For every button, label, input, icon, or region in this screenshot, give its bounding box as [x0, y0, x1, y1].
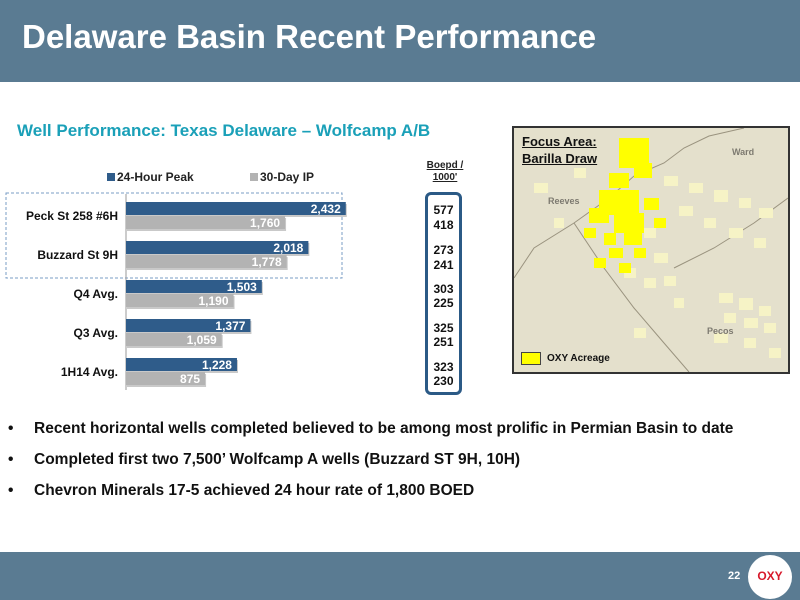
- map-title-line1: Focus Area:: [522, 134, 597, 149]
- map-title-line2: Barilla Draw: [522, 151, 598, 166]
- bar: [126, 319, 251, 332]
- oxy-acreage-swatch: [521, 352, 541, 365]
- map-label-pecos: Pecos: [707, 326, 734, 336]
- boepd-ip-value: 418: [433, 218, 454, 232]
- boepd-header: Boepd / 1000': [420, 160, 470, 184]
- map-label-reeves: Reeves: [548, 196, 580, 206]
- bullet-item: • Completed first two 7,500’ Wolfcamp A w…: [8, 449, 788, 470]
- boepd-ip-value: 241: [433, 258, 454, 272]
- data-label: 2,018: [273, 241, 303, 255]
- data-label: 1,059: [187, 333, 217, 347]
- page-number: 22: [728, 570, 741, 582]
- bullet-dot: •: [8, 451, 14, 468]
- bar: [126, 372, 206, 385]
- boepd-peak-value: 323: [433, 360, 454, 374]
- legend-swatch-30-day-ip: [250, 173, 258, 181]
- boepd-peak-value: 325: [433, 321, 454, 335]
- boepd-ip-value: 230: [433, 374, 454, 388]
- focus-area-map: Focus Area: Barilla Draw Ward Reeves Pec…: [512, 126, 790, 374]
- data-label: 2,432: [311, 202, 341, 216]
- oxy-logo: OXY: [748, 555, 792, 599]
- highlight-box: [5, 192, 343, 279]
- page-title: Delaware Basin Recent Performance: [22, 18, 597, 55]
- footer-bar: [0, 552, 800, 600]
- data-label: 1,377: [215, 319, 245, 333]
- bullet-dot: •: [8, 482, 14, 499]
- bar: [126, 255, 287, 268]
- boepd-peak-value: 577: [433, 203, 454, 217]
- header-bar: Delaware Basin Recent Performance: [0, 0, 800, 82]
- bullet-text: Completed first two 7,500’ Wolfcamp A we…: [34, 451, 521, 468]
- map-title: Focus Area: Barilla Draw: [522, 133, 597, 167]
- data-label: 1,190: [199, 294, 229, 308]
- boepd-ip-value: 225: [433, 296, 454, 310]
- legend-item-30-day-ip: 30-Day IP: [250, 170, 314, 184]
- bar: [126, 294, 234, 307]
- data-label: 1,760: [250, 216, 280, 230]
- boepd-peak-value: 273: [433, 243, 454, 257]
- bar-chart: Peck St 258 #6H 2,432 1,760 Buzzard St 9H 2,…: [5, 192, 347, 390]
- map-label-ward: Ward: [732, 147, 755, 157]
- bullet-item: • Recent horizontal wells completed belie…: [8, 418, 788, 439]
- legend-swatch-24-hour-peak: [107, 173, 115, 181]
- chart-title: Well Performance: Texas Delaware – Wolfc…: [17, 121, 431, 140]
- legend-label-30-day-ip: 30-Day IP: [260, 170, 315, 184]
- data-label: 1,778: [252, 255, 282, 269]
- bullet-item: • Chevron Minerals 17-5 achieved 24 hour …: [8, 480, 788, 501]
- boepd-header-line2: 1000': [432, 172, 458, 183]
- bar: [126, 280, 262, 293]
- category-label: Q3 Avg.: [74, 326, 118, 340]
- map-legend-label: OXY Acreage: [547, 353, 610, 364]
- bar: [126, 241, 309, 254]
- oxy-acreage: [584, 138, 666, 273]
- category-label: Q4 Avg.: [74, 287, 118, 301]
- category-label: Peck St 258 #6H: [26, 209, 118, 223]
- boepd-box: [425, 192, 462, 395]
- category-label: Buzzard St 9H: [37, 248, 118, 262]
- bullet-dot: •: [8, 420, 14, 437]
- map-canvas: [514, 128, 788, 372]
- legend-label-24-hour-peak: 24-Hour Peak: [117, 170, 194, 184]
- boepd-header-line1: Boepd /: [426, 160, 464, 171]
- bullet-list: • Recent horizontal wells completed belie…: [8, 418, 788, 511]
- data-label: 1,228: [202, 358, 232, 372]
- oxy-logo-text: OXY: [757, 569, 783, 583]
- bullet-text: Recent horizontal wells completed believ…: [34, 420, 734, 437]
- bullet-text: Chevron Minerals 17-5 achieved 24 hour r…: [34, 482, 475, 499]
- legend-item-24-hour-peak: 24-Hour Peak: [107, 170, 194, 184]
- bar: [126, 358, 237, 371]
- boepd-ip-value: 251: [433, 335, 454, 349]
- bar: [126, 333, 222, 346]
- boepd-peak-value: 303: [433, 282, 454, 296]
- bar: [126, 216, 286, 229]
- category-label: 1H14 Avg.: [61, 365, 118, 379]
- map-legend: OXY Acreage: [521, 352, 610, 365]
- data-label: 875: [180, 372, 200, 386]
- data-label: 1,503: [227, 280, 257, 294]
- bar: [126, 202, 346, 215]
